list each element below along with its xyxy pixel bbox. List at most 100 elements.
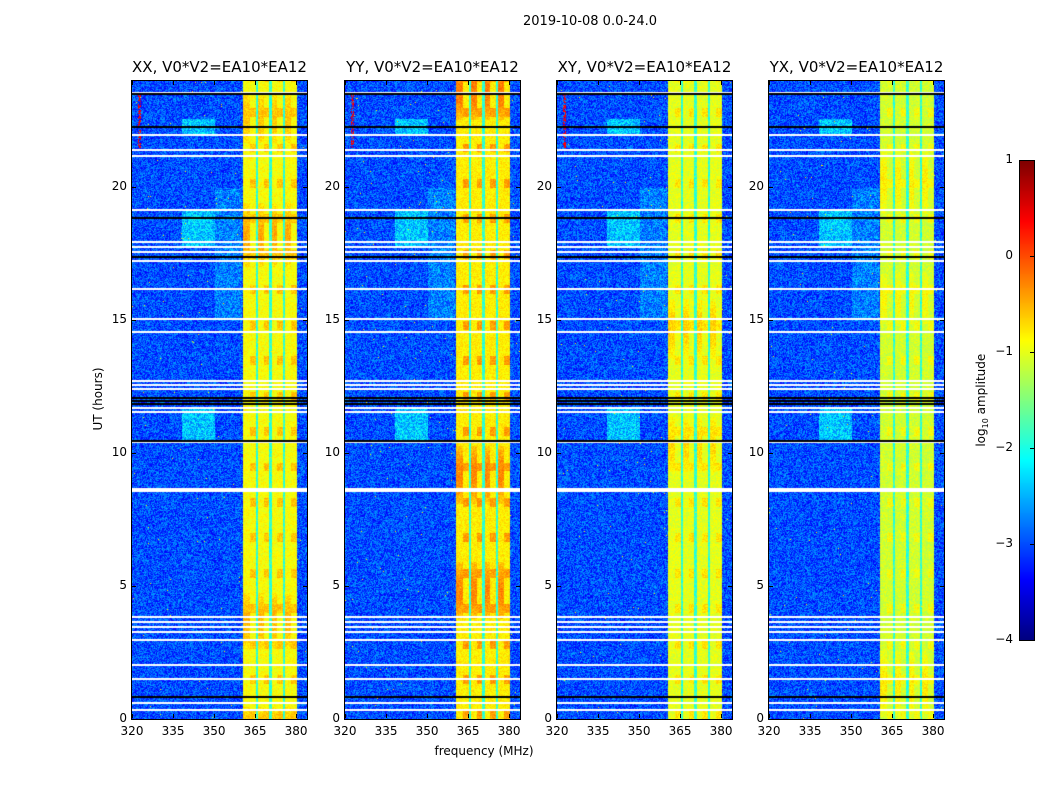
colorbar-tick-label: −1 bbox=[995, 344, 1013, 358]
x-tick-label: 335 bbox=[798, 724, 822, 738]
colorbar-tick-label: −4 bbox=[995, 632, 1013, 646]
y-tick-mark bbox=[769, 586, 773, 588]
x-tick-mark bbox=[296, 81, 298, 85]
colorbar-tick-label: 0 bbox=[1005, 248, 1013, 262]
x-tick-label: 320 bbox=[757, 724, 781, 738]
panel-title: YX, V0*V2=EA10*EA12 bbox=[769, 58, 944, 76]
x-tick-mark bbox=[892, 81, 894, 85]
y-tick-mark bbox=[345, 586, 349, 588]
spectrogram-heatmap bbox=[557, 81, 732, 719]
y-tick-mark bbox=[132, 453, 136, 455]
spectrogram-panel-xy bbox=[556, 80, 733, 720]
x-tick-mark bbox=[255, 81, 257, 85]
y-tick-label: 5 bbox=[756, 578, 764, 593]
x-tick-mark bbox=[810, 714, 812, 718]
y-tick-mark bbox=[557, 187, 561, 189]
y-tick-mark bbox=[728, 719, 732, 720]
y-tick-mark bbox=[769, 320, 773, 322]
x-tick-mark bbox=[296, 714, 298, 718]
spectrogram-panel-xx bbox=[131, 80, 308, 720]
y-tick-mark bbox=[345, 453, 349, 455]
x-tick-label: 350 bbox=[202, 724, 226, 738]
y-tick-label: 0 bbox=[332, 711, 340, 725]
x-tick-mark bbox=[386, 81, 388, 85]
panel-title: YY, V0*V2=EA10*EA12 bbox=[346, 58, 519, 76]
y-tick-mark bbox=[132, 187, 136, 189]
x-tick-label: 350 bbox=[839, 724, 863, 738]
y-tick-label: 0 bbox=[756, 711, 764, 725]
x-tick-mark bbox=[132, 714, 133, 718]
y-tick-label: 15 bbox=[748, 312, 764, 327]
y-tick-mark bbox=[132, 320, 136, 322]
panel-title: XY, V0*V2=EA10*EA12 bbox=[557, 58, 732, 76]
y-tick-label: 15 bbox=[536, 312, 552, 327]
colorbar-tick-label: −2 bbox=[995, 440, 1013, 454]
y-tick-mark bbox=[303, 719, 307, 720]
colorbar-tick-mark bbox=[1030, 256, 1034, 257]
y-tick-label: 20 bbox=[324, 179, 340, 194]
y-tick-mark bbox=[345, 320, 349, 322]
y-tick-label: 15 bbox=[324, 312, 340, 327]
x-tick-mark bbox=[769, 81, 770, 85]
y-tick-mark bbox=[516, 586, 520, 588]
y-tick-mark bbox=[728, 320, 732, 322]
y-tick-mark bbox=[345, 719, 349, 720]
colorbar-tick-label: 1 bbox=[1005, 152, 1013, 166]
y-tick-label: 15 bbox=[111, 312, 127, 327]
x-tick-label: 380 bbox=[497, 724, 521, 738]
colorbar-label: log10 amplitude bbox=[974, 350, 990, 450]
y-tick-mark bbox=[516, 453, 520, 455]
colorbar-label-main: log bbox=[973, 428, 988, 447]
x-tick-label: 365 bbox=[456, 724, 480, 738]
y-tick-mark bbox=[940, 719, 944, 720]
x-tick-mark bbox=[427, 714, 429, 718]
y-tick-mark bbox=[940, 187, 944, 189]
y-tick-label: 5 bbox=[119, 578, 127, 593]
y-tick-mark bbox=[132, 586, 136, 588]
y-tick-mark bbox=[557, 719, 561, 720]
x-tick-mark bbox=[598, 714, 600, 718]
y-tick-mark bbox=[557, 453, 561, 455]
y-tick-mark bbox=[728, 586, 732, 588]
spectrogram-panel-yy bbox=[344, 80, 521, 720]
y-tick-label: 10 bbox=[111, 445, 127, 460]
colorbar-label-rest: amplitude bbox=[973, 353, 988, 419]
colorbar-tick-label: −3 bbox=[995, 536, 1013, 550]
x-tick-label: 335 bbox=[374, 724, 398, 738]
y-axis-label: UT (hours) bbox=[91, 367, 105, 431]
y-tick-mark bbox=[940, 453, 944, 455]
x-tick-mark bbox=[680, 714, 682, 718]
y-tick-mark bbox=[132, 719, 136, 720]
x-tick-label: 350 bbox=[627, 724, 651, 738]
x-tick-mark bbox=[933, 81, 935, 85]
y-tick-label: 20 bbox=[536, 179, 552, 194]
x-tick-mark bbox=[557, 81, 558, 85]
x-tick-mark bbox=[345, 714, 346, 718]
spectrogram-heatmap bbox=[132, 81, 307, 719]
x-tick-label: 365 bbox=[243, 724, 267, 738]
spectrogram-panel-yx bbox=[768, 80, 945, 720]
y-tick-mark bbox=[516, 719, 520, 720]
x-tick-label: 380 bbox=[921, 724, 945, 738]
x-tick-mark bbox=[214, 81, 216, 85]
x-tick-label: 350 bbox=[415, 724, 439, 738]
x-tick-mark bbox=[851, 714, 853, 718]
colorbar-tick-mark bbox=[1030, 448, 1034, 449]
y-tick-mark bbox=[303, 320, 307, 322]
y-tick-label: 0 bbox=[544, 711, 552, 725]
x-axis-label: frequency (MHz) bbox=[434, 744, 534, 758]
y-tick-mark bbox=[557, 320, 561, 322]
colorbar-tick-mark bbox=[1030, 160, 1034, 161]
x-tick-label: 380 bbox=[284, 724, 308, 738]
y-tick-mark bbox=[516, 187, 520, 189]
y-tick-mark bbox=[345, 187, 349, 189]
colorbar-tick-mark bbox=[1030, 352, 1034, 353]
x-tick-mark bbox=[557, 714, 558, 718]
y-tick-mark bbox=[516, 320, 520, 322]
y-tick-mark bbox=[728, 453, 732, 455]
x-tick-mark bbox=[509, 714, 511, 718]
x-tick-mark bbox=[173, 81, 175, 85]
y-tick-mark bbox=[728, 187, 732, 189]
x-tick-label: 335 bbox=[161, 724, 185, 738]
